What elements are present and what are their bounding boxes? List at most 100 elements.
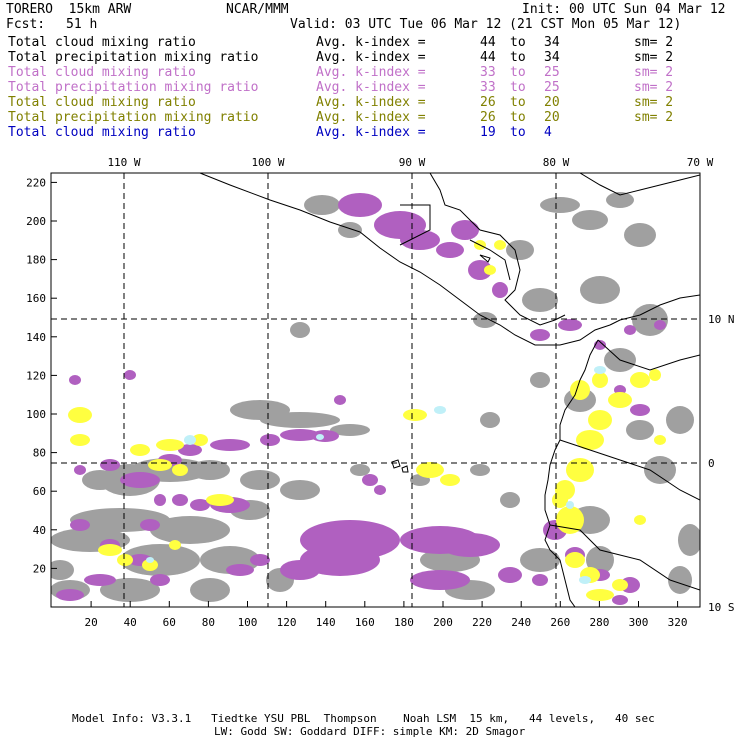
legend-smoothing: sm= 2	[634, 50, 674, 65]
gray-cloud-region	[580, 276, 620, 304]
gray-cloud-region	[473, 312, 497, 328]
cyan-cloud-region	[579, 576, 591, 584]
y-tick-label: 220	[26, 176, 46, 189]
x-tick-label: 140	[316, 616, 336, 629]
yellow-cloud-region	[148, 459, 172, 471]
legend-field: Total cloud mixing ratio	[8, 125, 196, 140]
gray-cloud-region	[150, 516, 230, 544]
model-name: TORERO 15km ARW	[6, 2, 132, 17]
legend-to: to	[510, 95, 526, 110]
legend-field: Total precipitation mixing ratio	[8, 80, 259, 95]
latitude-label: 10 S	[708, 601, 735, 614]
legend-k-end: 20	[544, 110, 560, 125]
x-tick-label: 40	[124, 616, 137, 629]
y-tick-label: 200	[26, 215, 46, 228]
magenta-cloud-region	[190, 499, 210, 511]
gray-cloud-region	[626, 420, 654, 440]
legend-k-start: 33	[480, 80, 496, 95]
latitude-label: 10 N	[708, 313, 735, 326]
magenta-cloud-region	[400, 230, 440, 250]
x-tick-label: 80	[202, 616, 215, 629]
yellow-cloud-region	[570, 380, 590, 400]
legend-kindex-label: Avg. k-index =	[316, 80, 426, 95]
y-tick-label: 180	[26, 254, 46, 267]
yellow-cloud-region	[592, 372, 608, 388]
magenta-cloud-region	[374, 485, 386, 495]
gray-cloud-region	[632, 304, 668, 336]
x-tick-label: 240	[511, 616, 531, 629]
legend-k-end: 25	[544, 80, 560, 95]
physics-info: LW: Godd SW: Goddard DIFF: simple KM: 2D…	[214, 725, 526, 738]
yellow-cloud-region	[586, 589, 614, 601]
magenta-cloud-region	[410, 570, 470, 590]
legend-to: to	[510, 110, 526, 125]
gray-cloud-region	[480, 412, 500, 428]
gray-cloud-region	[522, 288, 558, 312]
y-tick-label: 160	[26, 292, 46, 305]
y-tick-label: 60	[33, 485, 46, 498]
magenta-cloud-region	[280, 560, 320, 580]
magenta-cloud-region	[654, 320, 666, 330]
legend-k-start: 44	[480, 50, 496, 65]
yellow-cloud-region	[206, 494, 234, 506]
x-tick-label: 320	[668, 616, 688, 629]
valid-time: Valid: 03 UTC Tue 06 Mar 12 (21 CST Mon …	[290, 17, 682, 32]
longitude-label: 70 W	[687, 156, 714, 169]
magenta-cloud-region	[124, 370, 136, 380]
longitude-label: 100 W	[251, 156, 284, 169]
legend-to: to	[510, 125, 526, 140]
legend-kindex-label: Avg. k-index =	[316, 50, 426, 65]
magenta-cloud-region	[280, 429, 320, 441]
yellow-cloud-region	[70, 434, 90, 446]
x-tick-label: 100	[238, 616, 258, 629]
cyan-cloud-region	[184, 435, 196, 445]
yellow-cloud-region	[654, 435, 666, 445]
magenta-cloud-region	[154, 494, 166, 506]
forecast-hours: 51 h	[66, 17, 98, 32]
legend-k-start: 26	[480, 110, 496, 125]
magenta-cloud-region	[498, 567, 522, 583]
yellow-cloud-region	[440, 474, 460, 486]
magenta-cloud-region	[100, 459, 120, 471]
x-tick-label: 280	[589, 616, 609, 629]
magenta-cloud-region	[558, 319, 582, 331]
legend-k-start: 26	[480, 95, 496, 110]
gray-cloud-region	[530, 372, 550, 388]
gray-cloud-region	[280, 480, 320, 500]
gray-cloud-region	[500, 492, 520, 508]
longitude-label: 110 W	[107, 156, 140, 169]
legend-kindex-label: Avg. k-index =	[316, 95, 426, 110]
legend-kindex-label: Avg. k-index =	[316, 65, 426, 80]
magenta-cloud-region	[260, 434, 280, 446]
legend-k-start: 19	[480, 125, 496, 140]
magenta-cloud-region	[120, 472, 160, 488]
legend-k-start: 33	[480, 65, 496, 80]
coastline	[609, 294, 700, 326]
x-tick-label: 160	[355, 616, 375, 629]
gray-cloud-region	[624, 223, 656, 247]
gray-cloud-region	[240, 470, 280, 490]
legend-kindex-label: Avg. k-index =	[316, 35, 426, 50]
cloud-field-layer	[51, 192, 700, 605]
coastline	[579, 173, 700, 196]
cyan-cloud-region	[594, 366, 606, 374]
gray-cloud-region	[678, 524, 700, 556]
legend-smoothing: sm= 2	[634, 65, 674, 80]
x-tick-label: 200	[433, 616, 453, 629]
x-tick-label: 260	[550, 616, 570, 629]
magenta-cloud-region	[74, 465, 86, 475]
gray-cloud-region	[506, 240, 534, 260]
legend-k-start: 44	[480, 35, 496, 50]
magenta-cloud-region	[140, 519, 160, 531]
legend-smoothing: sm= 2	[634, 110, 674, 125]
magenta-cloud-region	[492, 282, 508, 298]
legend-to: to	[510, 80, 526, 95]
magenta-cloud-region	[150, 574, 170, 586]
gray-cloud-region	[572, 210, 608, 230]
gray-cloud-region	[330, 424, 370, 436]
yellow-cloud-region	[68, 407, 92, 423]
legend-field: Total precipitation mixing ratio	[8, 50, 259, 65]
magenta-cloud-region	[70, 519, 90, 531]
coastline	[479, 254, 491, 263]
